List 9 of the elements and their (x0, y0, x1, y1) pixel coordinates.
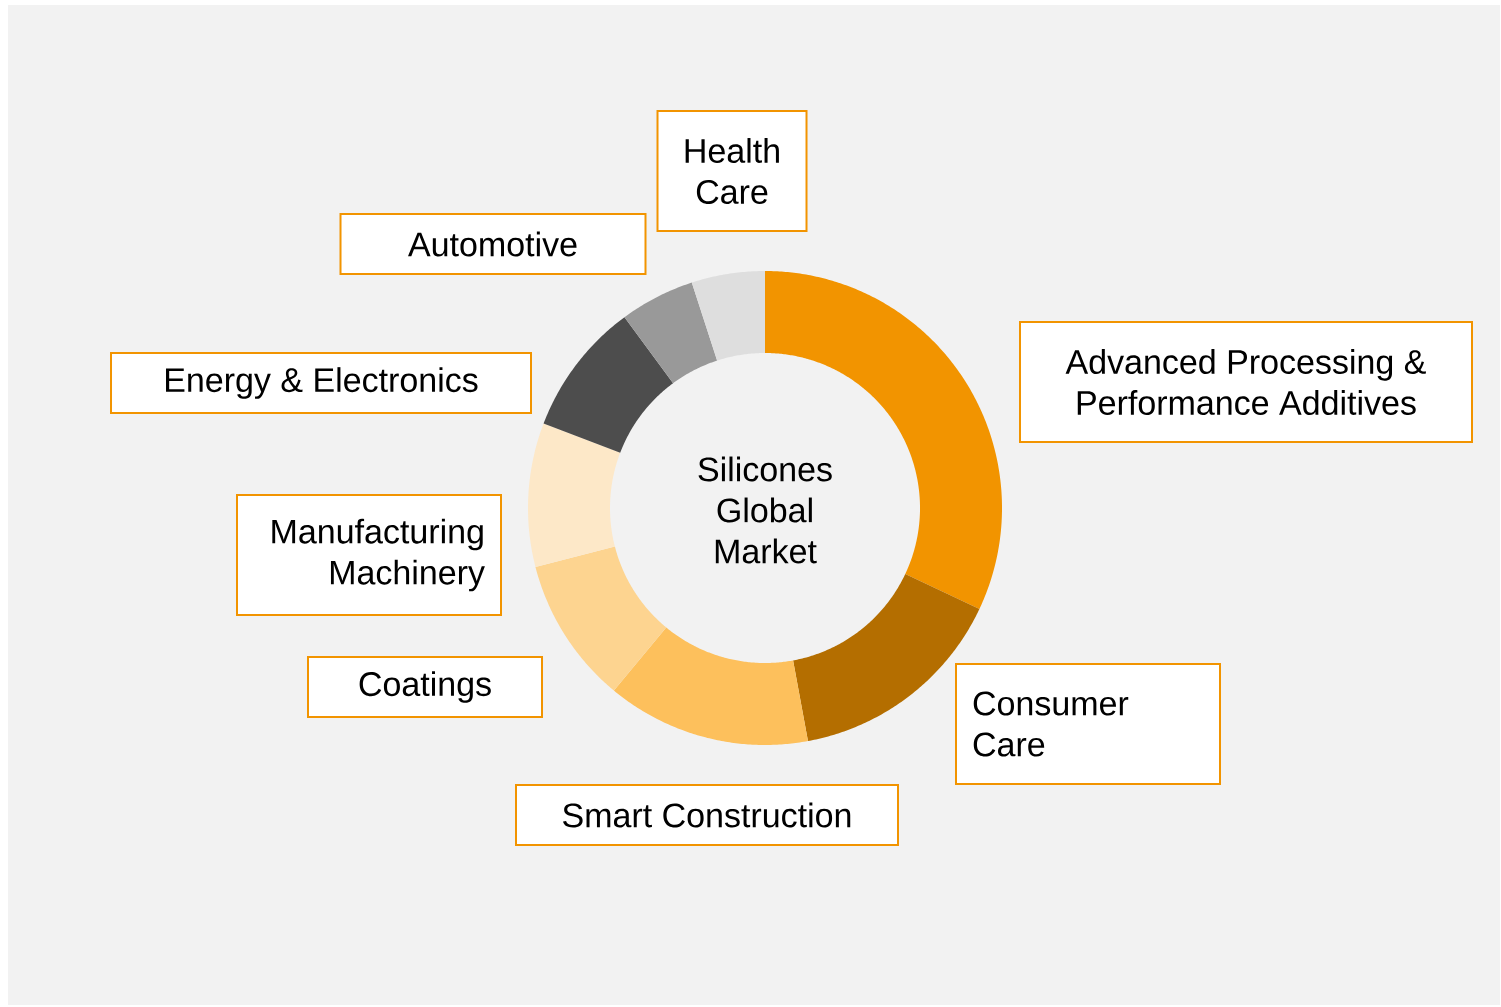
slice-label: Manufacturing Machinery (272, 518, 485, 592)
slice-label: Smart Construction (563, 802, 851, 828)
slice-label: Advanced Processing & Performance Additives (1065, 349, 1426, 415)
slice-label: Consumer Care (973, 691, 1129, 757)
slice-label: Coatings (359, 671, 491, 703)
slice-label: Energy & Electronics (166, 367, 478, 399)
text: Silicones Global Market (698, 456, 832, 564)
slice-label: Automotive (408, 231, 577, 257)
slice-label: Health Care (685, 138, 779, 204)
